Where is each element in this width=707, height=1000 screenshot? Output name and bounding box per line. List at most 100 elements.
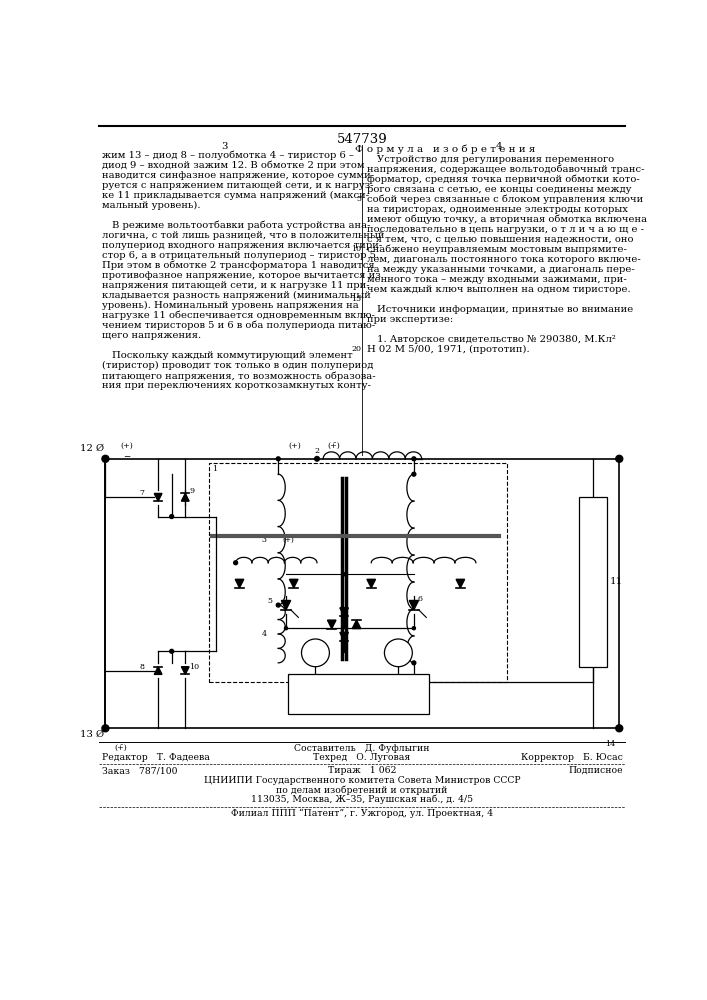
Circle shape xyxy=(412,661,416,665)
Polygon shape xyxy=(154,493,162,501)
Text: В режиме вольтоотбавки работа устройства ана-: В режиме вольтоотбавки работа устройства… xyxy=(112,221,371,230)
Text: противофазное напряжение, которое вычитается из: противофазное напряжение, которое вычита… xyxy=(103,271,381,280)
Polygon shape xyxy=(409,600,419,610)
Bar xyxy=(209,463,507,682)
Text: 6: 6 xyxy=(418,595,423,603)
Circle shape xyxy=(170,649,174,653)
Text: менного тока – между входными зажимами, при-: менного тока – между входными зажимами, … xyxy=(368,275,627,284)
Text: При этом в обмотке 2 трансформатора 1 наводится: При этом в обмотке 2 трансформатора 1 на… xyxy=(103,261,375,270)
Polygon shape xyxy=(182,493,189,501)
Text: Филиал ППП “Патент”, г. Ужгород, ул. Проектная, 4: Филиал ППП “Патент”, г. Ужгород, ул. Про… xyxy=(231,808,493,818)
Text: (+̄): (+̄) xyxy=(327,442,341,450)
Text: Устройство для регулирования переменного: Устройство для регулирования переменного xyxy=(378,155,614,164)
Text: Техред   О. Луговая: Техред О. Луговая xyxy=(313,753,411,762)
Text: Подписное: Подписное xyxy=(568,766,623,775)
Text: 7: 7 xyxy=(139,489,144,497)
Text: ЦНИИПИ Государственного комитета Совета Министров СССР: ЦНИИПИ Государственного комитета Совета … xyxy=(204,776,520,785)
Text: логична, с той лишь разницей, что в положительный: логична, с той лишь разницей, что в поло… xyxy=(103,231,385,240)
Text: Поскольку каждый коммутирующий элемент: Поскольку каждый коммутирующий элемент xyxy=(112,351,354,360)
Polygon shape xyxy=(352,620,361,629)
Circle shape xyxy=(102,455,109,462)
Text: Редактор   Т. Фадеева: Редактор Т. Фадеева xyxy=(103,753,210,762)
Text: 1. Авторское свидетельство № 290380, М.Кл²: 1. Авторское свидетельство № 290380, М.К… xyxy=(378,335,617,344)
Polygon shape xyxy=(289,579,298,588)
Text: имеют общую точку, а вторичная обмотка включена: имеют общую точку, а вторичная обмотка в… xyxy=(368,215,648,224)
Text: последовательно в цепь нагрузки, о т л и ч а ю щ е -: последовательно в цепь нагрузки, о т л и… xyxy=(368,225,644,234)
Text: 11: 11 xyxy=(610,578,623,586)
Text: Составитель   Д. Фуфлыгин: Составитель Д. Фуфлыгин xyxy=(294,744,430,753)
Text: стор 6, а в отрицательный полупериод – тиристор 5.: стор 6, а в отрицательный полупериод – т… xyxy=(103,251,380,260)
Text: Н 02 М 5/00, 1971, (прототип).: Н 02 М 5/00, 1971, (прототип). xyxy=(368,345,530,354)
Polygon shape xyxy=(367,579,375,588)
Text: 3: 3 xyxy=(262,536,267,544)
Polygon shape xyxy=(340,608,349,616)
Text: 3: 3 xyxy=(221,142,227,151)
Circle shape xyxy=(284,627,288,630)
Circle shape xyxy=(412,472,416,476)
Text: 4: 4 xyxy=(262,630,267,638)
Text: по делам изобретений и открытий: по делам изобретений и открытий xyxy=(276,785,448,795)
Text: Тираж   1 062: Тираж 1 062 xyxy=(328,766,396,775)
Text: мальный уровень).: мальный уровень). xyxy=(103,201,201,210)
Text: снабжено неуправляемым мостовым выпрямите-: снабжено неуправляемым мостовым выпрямит… xyxy=(368,245,627,254)
Text: 113035, Москва, Ж–35, Раушская наб., д. 4/5: 113035, Москва, Ж–35, Раушская наб., д. … xyxy=(251,795,473,804)
Circle shape xyxy=(343,573,346,576)
Text: Заказ   787/100: Заказ 787/100 xyxy=(103,766,178,775)
Circle shape xyxy=(315,456,320,461)
Circle shape xyxy=(170,515,174,518)
Text: напряжения питающей сети, и к нагрузке 11 при-: напряжения питающей сети, и к нагрузке 1… xyxy=(103,281,370,290)
Polygon shape xyxy=(281,600,291,610)
Circle shape xyxy=(412,627,416,630)
Text: нагрузке 11 обеспечивается одновременным вклю-: нагрузке 11 обеспечивается одновременным… xyxy=(103,311,375,320)
Polygon shape xyxy=(235,579,244,588)
Circle shape xyxy=(276,603,280,607)
Text: диод 9 – входной зажим 12. В обмотке 2 при этом: диод 9 – входной зажим 12. В обмотке 2 п… xyxy=(103,161,365,170)
Text: −: − xyxy=(124,451,131,460)
Text: жим 13 – диод 8 – полуобмотка 4 – тиристор 6 –: жим 13 – диод 8 – полуобмотка 4 – тирист… xyxy=(103,151,354,160)
Circle shape xyxy=(102,725,109,732)
Text: 8: 8 xyxy=(139,663,144,671)
Text: лем, диагональ постоянного тока которого включе-: лем, диагональ постоянного тока которого… xyxy=(368,255,641,264)
Text: при экспертизе:: при экспертизе: xyxy=(368,315,454,324)
Text: на тиристорах, одноименные электроды которых: на тиристорах, одноименные электроды кот… xyxy=(368,205,629,214)
Text: 547739: 547739 xyxy=(337,133,387,146)
Text: ния при переключениях короткозамкнутых конту-: ния при переключениях короткозамкнутых к… xyxy=(103,381,371,390)
Circle shape xyxy=(385,639,412,667)
Circle shape xyxy=(276,457,280,461)
Circle shape xyxy=(616,725,623,732)
Text: полупериод входного напряжения включается тири-: полупериод входного напряжения включаетс… xyxy=(103,241,382,250)
Polygon shape xyxy=(456,579,464,588)
Text: питающего напряжения, то возможность образова-: питающего напряжения, то возможность обр… xyxy=(103,371,376,381)
Text: 15: 15 xyxy=(351,295,361,303)
Circle shape xyxy=(234,561,238,565)
Text: уровень). Номинальный уровень напряжения на: уровень). Номинальный уровень напряжения… xyxy=(103,301,359,310)
Polygon shape xyxy=(327,620,336,629)
Text: щего напряжения.: щего напряжения. xyxy=(103,331,201,340)
Text: руется с напряжением питающей сети, и к нагруз-: руется с напряжением питающей сети, и к … xyxy=(103,181,374,190)
Polygon shape xyxy=(154,667,162,674)
Text: (+): (+) xyxy=(121,442,134,450)
Text: рого связана с сетью, ее концы соединены между: рого связана с сетью, ее концы соединены… xyxy=(368,185,632,194)
Circle shape xyxy=(412,457,416,461)
Text: Корректор   Б. Юсас: Корректор Б. Юсас xyxy=(521,753,623,762)
Text: 9: 9 xyxy=(189,487,194,495)
Text: Измерительный: Измерительный xyxy=(317,686,400,695)
Text: (+̄): (+̄) xyxy=(115,744,127,752)
Text: 12 Ø: 12 Ø xyxy=(80,444,104,453)
Text: напряжения, содержащее вольтодобавочный транс-: напряжения, содержащее вольтодобавочный … xyxy=(368,165,645,174)
Text: чением тиристоров 5 и 6 в оба полупериода питаю-: чением тиристоров 5 и 6 в оба полупериод… xyxy=(103,321,375,330)
Text: собой через связанные с блоком управления ключи: собой через связанные с блоком управлени… xyxy=(368,195,643,204)
Polygon shape xyxy=(340,632,349,641)
Text: 10: 10 xyxy=(351,245,361,253)
Text: 13 Ø: 13 Ø xyxy=(80,730,104,739)
Circle shape xyxy=(301,639,329,667)
Bar xyxy=(579,497,607,667)
Text: 20: 20 xyxy=(351,345,361,353)
Text: 4: 4 xyxy=(496,142,503,151)
Text: 5: 5 xyxy=(267,597,272,605)
Text: (+): (+) xyxy=(289,442,302,450)
Text: 14: 14 xyxy=(605,740,615,748)
Text: 2: 2 xyxy=(315,447,320,455)
Text: ке 11 прикладывается сумма напряжений (макси-: ке 11 прикладывается сумма напряжений (м… xyxy=(103,191,370,200)
Text: Ф о р м у л а   и з о б р е т е н и я: Ф о р м у л а и з о б р е т е н и я xyxy=(355,145,535,154)
